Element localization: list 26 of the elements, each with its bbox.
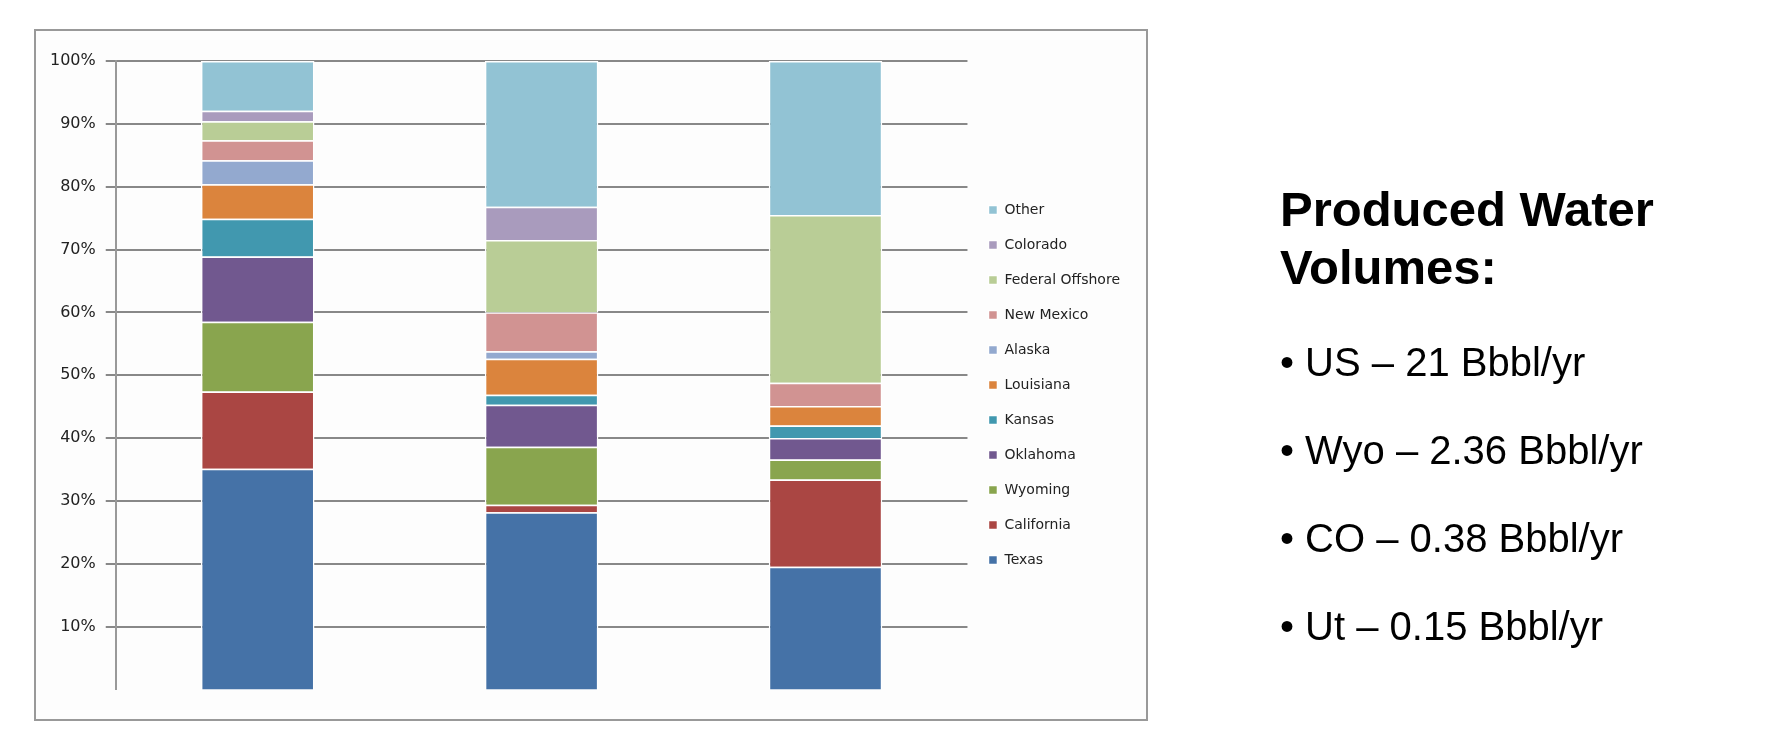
legend-label: Wyoming bbox=[1004, 480, 1071, 497]
y-tick-label: 30% bbox=[60, 490, 96, 510]
y-tick-label: 10% bbox=[60, 615, 96, 635]
text: • Ut – 0.15 Bbbl/yr bbox=[1280, 603, 1605, 650]
legend-label: Colorado bbox=[1004, 235, 1068, 252]
text: Produced Water Volumes: bbox=[1280, 181, 1655, 296]
y-tick-label: 100% bbox=[49, 50, 96, 70]
legend-label: Alaska bbox=[1004, 340, 1051, 357]
legend-label: New Mexico bbox=[1004, 305, 1089, 322]
text: • Wyo – 2.36 Bbbl/yr bbox=[1280, 427, 1644, 474]
y-tick-label: 20% bbox=[60, 552, 96, 572]
legend-label: Kansas bbox=[1004, 410, 1055, 427]
legend-label: California bbox=[1004, 515, 1071, 532]
legend-label: Louisiana bbox=[1004, 375, 1071, 392]
legend-label: Federal Offshore bbox=[1004, 270, 1121, 287]
y-tick-label: 70% bbox=[60, 238, 96, 258]
y-tick-label: 80% bbox=[60, 175, 96, 195]
y-tick-label: 40% bbox=[60, 427, 96, 447]
legend-label: Other bbox=[1004, 200, 1045, 217]
legend-label: Texas bbox=[1003, 550, 1044, 567]
text: • US – 21 Bbbl/yr bbox=[1280, 339, 1587, 386]
y-tick-label: 50% bbox=[60, 364, 96, 384]
text: • CO – 0.38 Bbbl/yr bbox=[1280, 515, 1625, 562]
y-tick-label: 90% bbox=[60, 113, 96, 132]
legend-label: Oklahoma bbox=[1004, 445, 1076, 462]
y-tick-label: 60% bbox=[60, 301, 96, 321]
